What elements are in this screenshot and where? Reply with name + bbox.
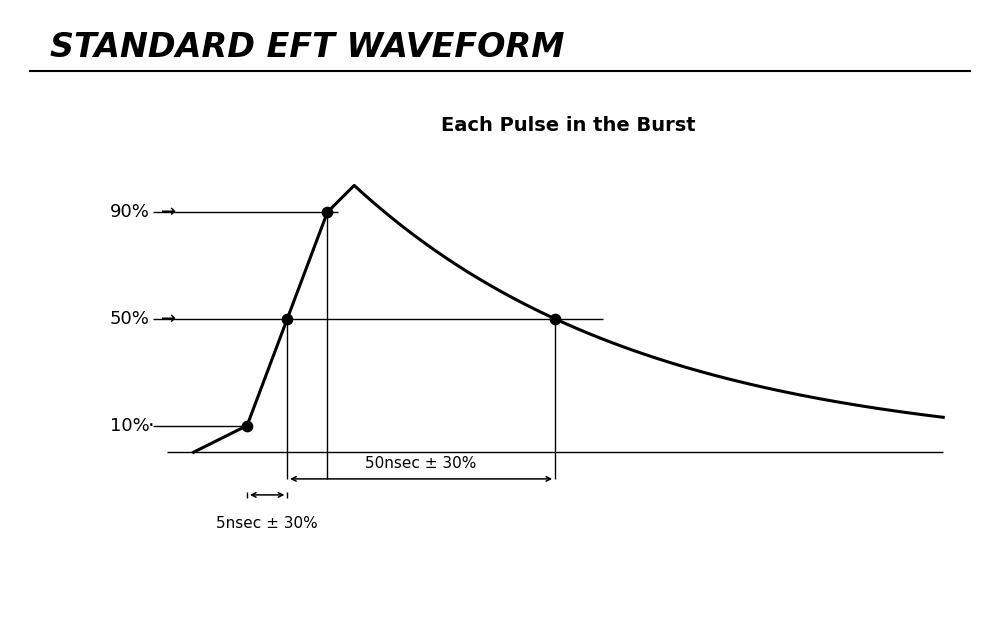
- Text: →: →: [161, 203, 177, 221]
- Point: [547, 314, 563, 324]
- Text: STANDARD EFT WAVEFORM: STANDARD EFT WAVEFORM: [50, 31, 564, 64]
- Text: 50%: 50%: [109, 310, 149, 328]
- Text: ·: ·: [148, 415, 155, 435]
- Text: 10%: 10%: [110, 417, 149, 435]
- Text: 90%: 90%: [109, 203, 149, 221]
- Point: [279, 314, 295, 324]
- Point: [319, 207, 335, 217]
- Text: →: →: [161, 310, 177, 328]
- Text: 50nsec ± 30%: 50nsec ± 30%: [365, 456, 477, 471]
- Point: [239, 420, 255, 430]
- Text: Each Pulse in the Burst: Each Pulse in the Burst: [441, 116, 696, 135]
- Text: 5nsec ± 30%: 5nsec ± 30%: [216, 516, 318, 531]
